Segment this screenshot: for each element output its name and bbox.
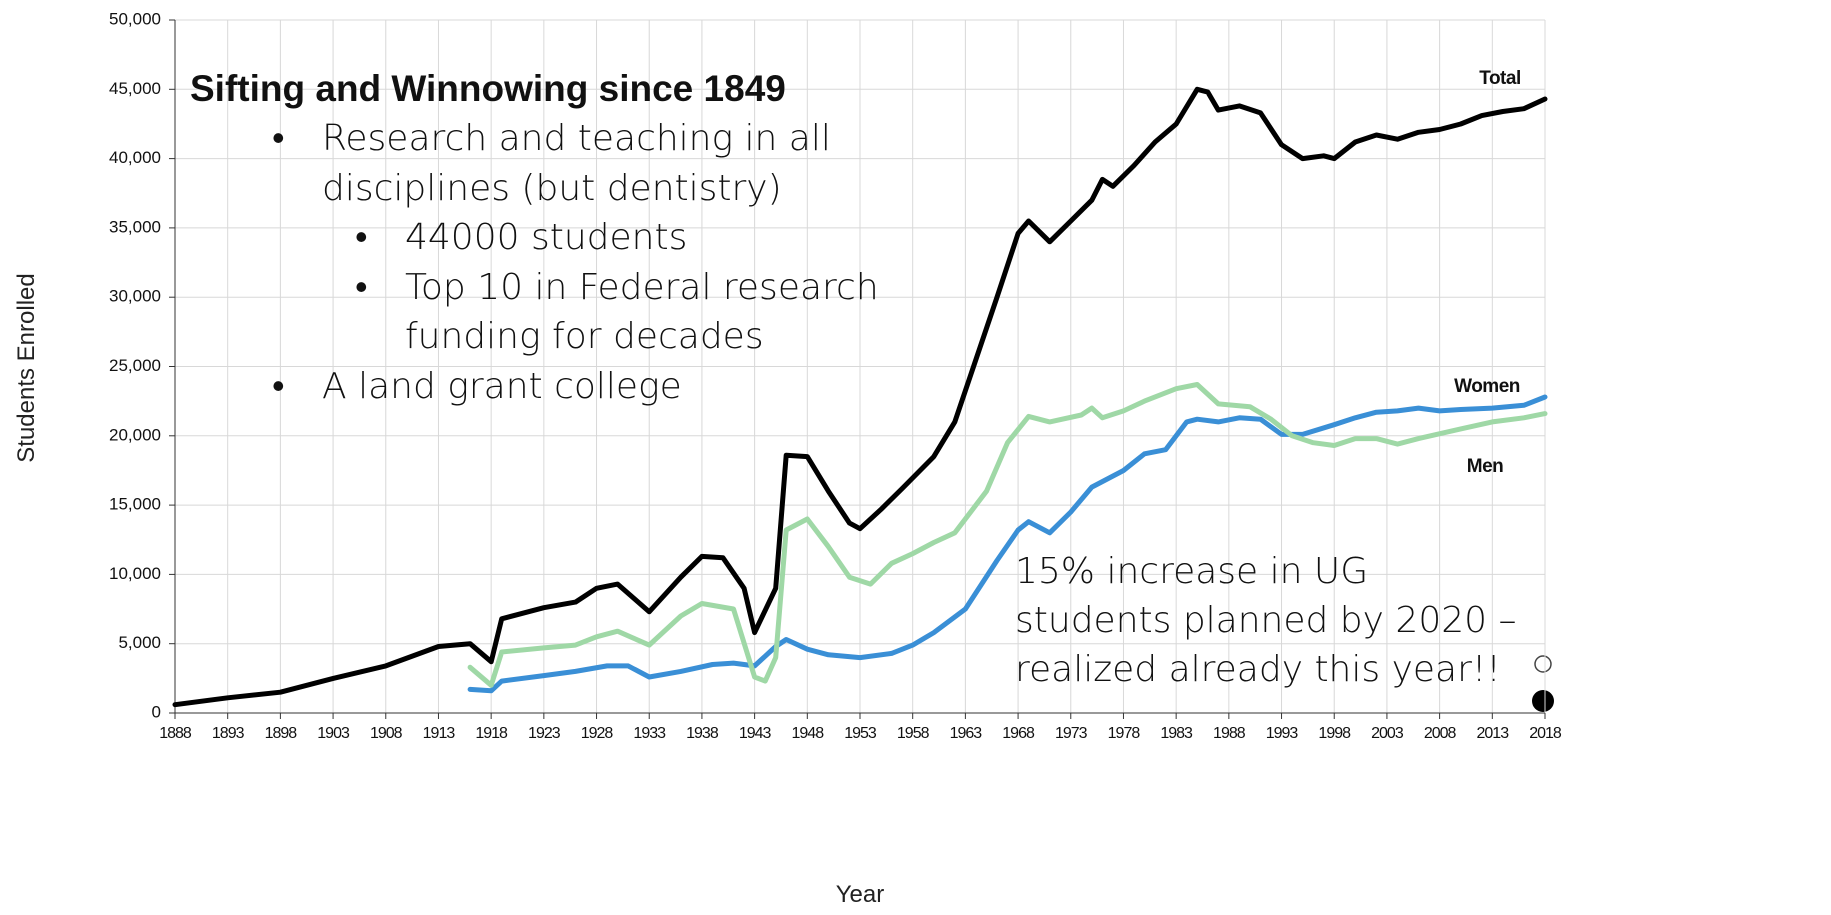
y-tick-label: 40,000 (109, 148, 161, 167)
x-tick-label: 1898 (265, 725, 298, 742)
x-tick-label: 2008 (1424, 725, 1457, 742)
filled-circle (1532, 690, 1554, 712)
x-tick-label: 1948 (792, 725, 825, 742)
x-tick-label: 1983 (1160, 725, 1193, 742)
x-tick-label: 1953 (844, 725, 877, 742)
bullet-marker: • (355, 217, 368, 258)
series-label: Total (1479, 68, 1520, 89)
x-tick-label: 1933 (633, 725, 666, 742)
note: 15% increase in UG students planned by 20… (1015, 547, 1516, 694)
bullet-text: Top 10 in Federal research (405, 266, 879, 308)
series-label: Women (1454, 376, 1520, 397)
bullet-text: Research and teaching in all (322, 118, 831, 159)
x-tick-label: 1998 (1318, 725, 1351, 742)
x-tick-label: 1973 (1055, 725, 1088, 742)
y-tick-label: 45,000 (109, 79, 161, 98)
y-tick-label: 35,000 (109, 217, 161, 236)
x-tick-label: 1968 (1002, 725, 1035, 742)
note-line: 15% increase in UG (1015, 551, 1369, 592)
x-tick-label: 1943 (739, 725, 772, 742)
x-tick-label: 1908 (370, 725, 403, 742)
y-tick-label: 15,000 (109, 495, 161, 514)
x-tick-label: 1988 (1213, 725, 1246, 742)
y-tick-label: 25,000 (109, 356, 161, 375)
note-line: students planned by 2020 – (1015, 600, 1517, 641)
bullet-marker: • (272, 118, 285, 159)
bullet-text: A land grant college (322, 365, 682, 407)
overlay-title: Sifting and Winnowing since 1849 (190, 68, 786, 109)
x-tick-label: 1913 (423, 725, 456, 742)
x-tick-label: 1923 (528, 725, 561, 742)
y-tick-label: 50,000 (109, 9, 161, 28)
x-tick-label: 2018 (1529, 725, 1562, 742)
x-tick-label: 1963 (950, 725, 983, 742)
bullet-marker: • (355, 266, 368, 308)
series-line (467, 382, 1548, 688)
y-tick-label: 0 (152, 702, 161, 721)
x-tick-label: 1978 (1108, 725, 1141, 742)
x-tick-label: 2013 (1477, 725, 1510, 742)
y-axis-title: Students Enrolled (13, 273, 40, 462)
x-tick-label: 1893 (212, 725, 245, 742)
x-tick-label: 1993 (1266, 725, 1299, 742)
x-tick-label: 1903 (317, 725, 350, 742)
bullet-text: 44000 students (405, 217, 688, 258)
y-tick-label: 20,000 (109, 425, 161, 444)
x-axis-title: Year (836, 881, 885, 908)
x-tick-label: 1918 (475, 725, 508, 742)
series-line (467, 394, 1548, 694)
x-tick-label: 1928 (581, 725, 614, 742)
y-tick-label: 5,000 (118, 633, 161, 652)
x-tick-label: 1958 (897, 725, 930, 742)
series-label: Men (1467, 456, 1504, 477)
x-tick-label: 2003 (1371, 725, 1404, 742)
x-tick-label: 1888 (159, 725, 192, 742)
series-line (172, 86, 1548, 708)
grid (174, 19, 1546, 714)
x-tick-label: 1938 (686, 725, 719, 742)
note-line: realized already this year!! (1015, 649, 1501, 690)
y-tick-label: 10,000 (109, 564, 161, 583)
bullet-text: disciplines (but dentistry) (322, 167, 782, 209)
bullet-marker: • (272, 365, 285, 407)
bullet-text: funding for decades (405, 316, 764, 357)
open-circle (1534, 655, 1552, 673)
y-tick-label: 30,000 (109, 287, 161, 306)
